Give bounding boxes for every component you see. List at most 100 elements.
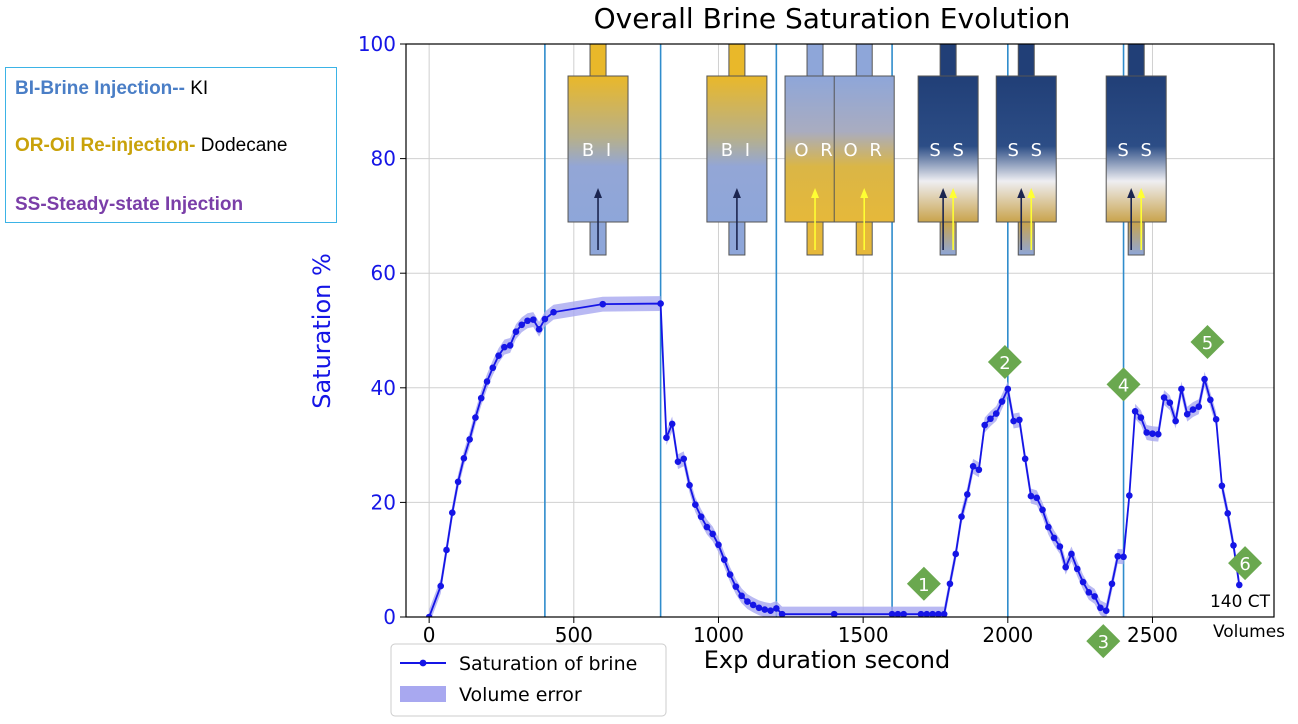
data-point (998, 398, 1006, 405)
core-outlet (939, 221, 957, 256)
chart-legend: Saturation of brine Volume error (390, 643, 667, 717)
x-tick-label: 1500 (838, 623, 889, 647)
event-marker: 1 (906, 566, 941, 601)
core-label: O R (844, 140, 885, 161)
data-point (715, 541, 722, 549)
data-point (761, 606, 769, 613)
data-point (1131, 407, 1139, 415)
x-tick-label: 2500 (1127, 623, 1178, 647)
data-point (697, 513, 705, 521)
core-label: B I (582, 140, 614, 161)
data-point (1160, 394, 1168, 401)
flow-arrow-head (1127, 188, 1136, 198)
data-point (1126, 492, 1133, 499)
data-point (773, 605, 780, 612)
data-point (550, 308, 557, 316)
data-point (1207, 396, 1214, 404)
data-point (477, 394, 485, 402)
axis-ticks: 0 500 1000 1500 2000 2500 0 20 40 60 80 100 (358, 32, 1178, 647)
data-point (1183, 410, 1191, 418)
flow-arrow-head (1017, 188, 1026, 198)
event-markers: 1 2 3 4 5 6 (906, 324, 1263, 659)
data-point (935, 610, 942, 617)
data-point (1178, 385, 1185, 393)
core-brine-diagram: B I (706, 43, 768, 256)
legend-ss-line: SS-Steady-state Injection (15, 194, 243, 216)
flow-arrow-head (1137, 188, 1146, 198)
data-point (894, 610, 902, 617)
data-point (541, 315, 549, 323)
data-point (1091, 593, 1098, 600)
flow-arrow-head (939, 188, 948, 198)
x-tick-label: 1000 (693, 623, 744, 647)
data-point (1085, 589, 1093, 596)
x-tick-label: 2000 (982, 623, 1033, 647)
data-point (530, 316, 537, 323)
data-point (1021, 455, 1029, 463)
y-tick-label: 0 (383, 605, 396, 629)
data-point (1039, 506, 1046, 514)
data-point (1033, 494, 1041, 502)
data-point (703, 523, 711, 531)
data-point (692, 501, 699, 508)
data-point (952, 550, 960, 558)
data-point (987, 415, 994, 423)
core-body (995, 75, 1057, 223)
core-ss-diagram: S S (995, 43, 1057, 256)
core-brine-diagram: B I (567, 43, 629, 256)
flow-arrow-head (594, 188, 603, 198)
data-point (969, 463, 977, 470)
data-point (501, 343, 508, 351)
core-inlet (806, 43, 824, 77)
data-point (1073, 565, 1081, 573)
saturation-line (428, 302, 1241, 617)
legend-line-dot (419, 659, 427, 667)
data-point (1195, 403, 1203, 411)
data-point (495, 352, 502, 360)
core-label: S S (929, 140, 967, 161)
data-point (1097, 604, 1104, 612)
chart-legend-frame (390, 643, 667, 717)
event-marker: 6 (1228, 546, 1263, 581)
marker-label: 1 (918, 575, 929, 596)
data-point (964, 491, 971, 498)
data-point (524, 317, 531, 325)
data-point (830, 610, 838, 617)
data-point (1108, 580, 1116, 588)
core-label: S S (1117, 140, 1155, 161)
data-point (483, 378, 491, 385)
volume-error-band (429, 296, 1240, 617)
data-point (1166, 399, 1174, 406)
data-point (1079, 578, 1087, 586)
event-marker: 5 (1190, 324, 1225, 359)
y-axis-label: Saturation % (308, 253, 336, 409)
data-point (489, 364, 497, 372)
core-body (1105, 75, 1167, 223)
y-tick-label: 100 (358, 32, 396, 56)
core-inlet (855, 43, 873, 77)
plot-frame (405, 43, 1275, 618)
data-point (680, 455, 688, 463)
data-point (472, 414, 479, 421)
data-point (755, 604, 763, 612)
data-point (975, 466, 983, 474)
x-tick-label: 0 (423, 623, 436, 647)
data-point (1102, 607, 1110, 614)
data-point (518, 321, 526, 329)
data-point (917, 610, 925, 617)
data-point (923, 610, 931, 617)
event-marker: 4 (1106, 367, 1141, 402)
data-point (460, 454, 468, 462)
data-point (709, 530, 716, 538)
data-point (738, 592, 745, 600)
data-point (1218, 482, 1226, 490)
x-tick-label: 500 (555, 623, 593, 647)
data-point (657, 300, 664, 307)
data-point (674, 458, 682, 466)
x-axis-label: Exp duration second (704, 646, 950, 674)
event-marker: 3 (1086, 624, 1121, 659)
flow-arrow-head (860, 188, 869, 198)
legend-or-key: OR-Oil Re-injection- (15, 135, 196, 156)
